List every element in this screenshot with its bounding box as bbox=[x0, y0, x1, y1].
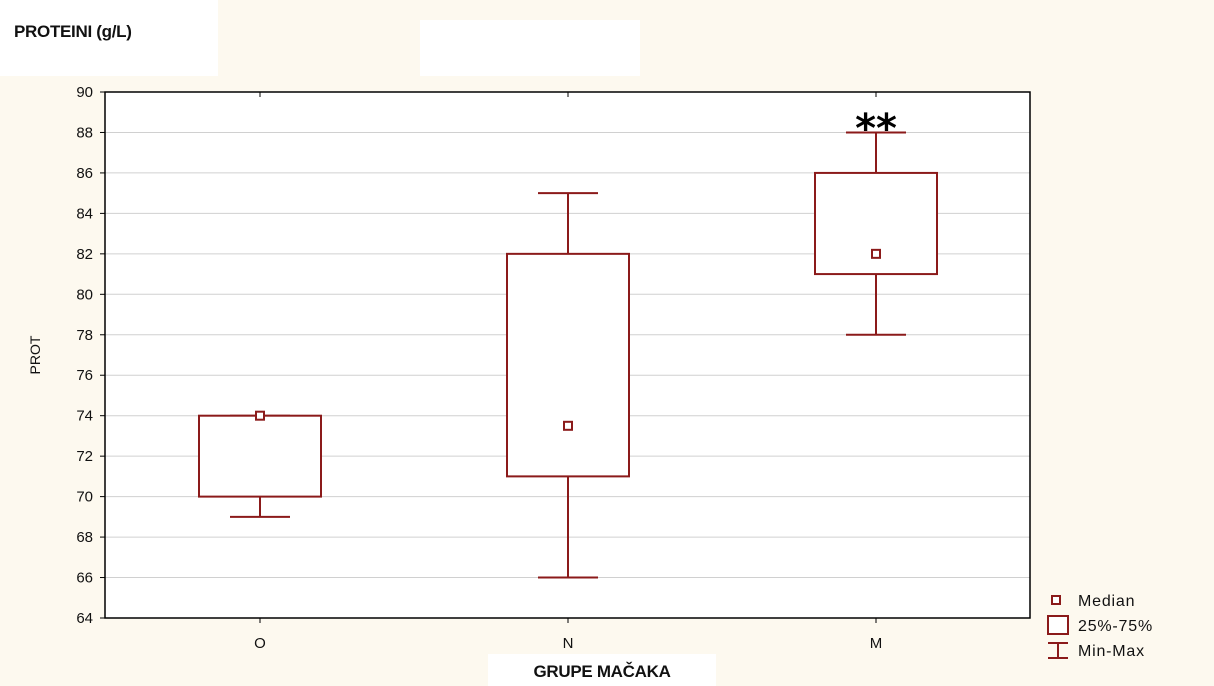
legend-median-icon bbox=[1051, 595, 1061, 605]
median-marker bbox=[255, 410, 265, 421]
y-axis-label: PROT bbox=[27, 335, 43, 374]
legend-box-icon bbox=[1047, 615, 1069, 635]
y-tick-label: 82 bbox=[76, 246, 93, 263]
y-tick-label: 72 bbox=[76, 448, 93, 465]
iqr-box bbox=[506, 252, 630, 478]
legend-minmax-label: Min-Max bbox=[1078, 643, 1145, 660]
y-tick-label: 88 bbox=[76, 124, 93, 141]
y-tick-label: 76 bbox=[76, 367, 93, 384]
y-tick-label: 64 bbox=[76, 610, 93, 627]
significance-annotation: ** bbox=[855, 106, 897, 152]
iqr-box bbox=[198, 414, 322, 498]
plot-frame bbox=[104, 91, 1031, 619]
y-tick-label: 70 bbox=[76, 489, 93, 506]
y-tick-label: 86 bbox=[76, 165, 93, 182]
median-marker bbox=[563, 420, 573, 431]
x-tick-label: N bbox=[563, 635, 574, 652]
legend-iqr-label: 25%-75% bbox=[1078, 618, 1153, 635]
y-tick-label: 78 bbox=[76, 327, 93, 344]
x-tick-label: M bbox=[870, 635, 883, 652]
y-tick-label: 80 bbox=[76, 286, 93, 303]
x-axis-label-box: GRUPE MAČAKA bbox=[488, 654, 716, 686]
y-tick-label: 66 bbox=[76, 570, 93, 587]
x-tick-label: O bbox=[254, 635, 266, 652]
iqr-box bbox=[814, 171, 938, 276]
chart-title: PROTEINI (g/L) bbox=[14, 22, 132, 41]
blank-label-box bbox=[420, 20, 640, 76]
y-tick-label: 90 bbox=[76, 84, 93, 101]
x-axis-label: GRUPE MAČAKA bbox=[533, 662, 671, 681]
y-tick-label: 84 bbox=[76, 205, 93, 222]
title-box: PROTEINI (g/L) bbox=[0, 0, 218, 76]
y-tick-label: 74 bbox=[76, 408, 93, 425]
median-marker bbox=[871, 248, 881, 259]
legend-median-label: Median bbox=[1078, 593, 1135, 610]
y-tick-label: 68 bbox=[76, 529, 93, 546]
